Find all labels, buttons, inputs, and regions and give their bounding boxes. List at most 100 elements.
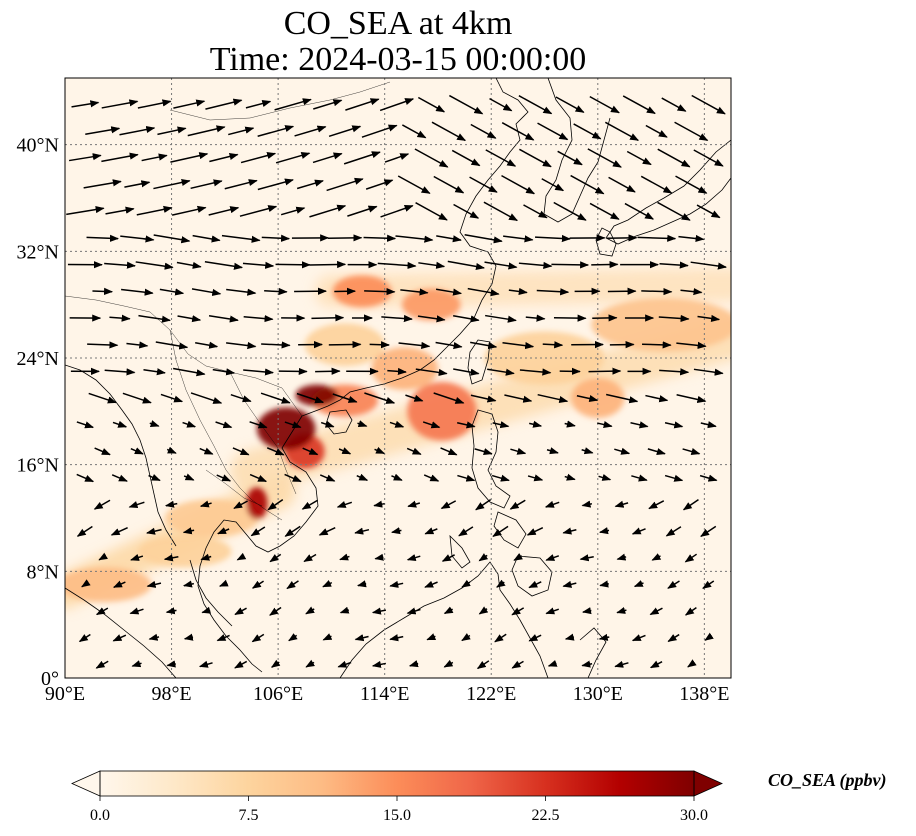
wind-arrow [657, 201, 691, 221]
wind-arrow [270, 659, 281, 668]
wind-arrow [232, 447, 250, 456]
wind-arrow [131, 660, 142, 668]
wind-arrow [518, 261, 553, 269]
wind-arrow [177, 315, 202, 323]
wind-arrow [433, 175, 465, 194]
wind-arrow [658, 314, 690, 323]
colorbar-tick-label: 30.0 [680, 807, 708, 824]
wind-arrow [122, 392, 152, 404]
wind-arrow [243, 368, 274, 376]
wind-arrow [216, 474, 232, 482]
wind-arrow [257, 125, 295, 137]
wind-arrow [159, 288, 185, 296]
wind-arrow [570, 174, 605, 195]
wind-arrow [674, 121, 709, 142]
wind-arrow [389, 580, 404, 588]
wind-arrow [702, 580, 715, 589]
wind-arrow [233, 500, 248, 510]
wind-arrow [513, 553, 523, 561]
wind-arrow [451, 149, 481, 167]
wind-arrow [95, 660, 109, 669]
wind-arrow [547, 659, 558, 667]
country-borders [65, 81, 391, 521]
wind-arrow [542, 341, 564, 349]
map-time-subtitle: Time: 2024-03-15 00:00:00 [209, 41, 587, 78]
wind-arrow [691, 94, 726, 115]
wind-arrow [128, 501, 145, 509]
wind-arrow [645, 124, 668, 138]
wind-arrow [121, 288, 154, 296]
coastlines [65, 78, 731, 678]
wind-arrow [457, 421, 476, 429]
wind-arrow [651, 553, 662, 561]
latitude-tick-label: 32°N [17, 241, 59, 263]
wind-arrow [135, 261, 174, 270]
wind-arrow [608, 176, 636, 193]
wind-arrow [182, 527, 195, 535]
wind-arrow [322, 633, 333, 641]
wind-arrow [71, 100, 100, 108]
wind-arrow [381, 314, 413, 323]
wind-arrow [443, 659, 454, 668]
wind-arrow [343, 151, 381, 165]
wind-arrow [296, 179, 324, 190]
wind-arrow [137, 99, 172, 109]
wind-arrow [190, 179, 223, 190]
wind-arrow [76, 421, 94, 429]
longitude-tick-label: 90°E [45, 683, 85, 705]
wind-arrow [328, 125, 362, 138]
wind-arrow [616, 553, 627, 561]
wind-arrow [66, 206, 105, 216]
wind-arrow [435, 341, 463, 350]
wind-arrow [200, 553, 212, 561]
wind-arrow [309, 204, 347, 218]
wind-arrow [209, 152, 239, 163]
wind-arrow [484, 261, 518, 270]
co-hotspot [407, 382, 477, 441]
wind-arrow [92, 287, 114, 295]
wind-arrow [528, 580, 542, 589]
map-panel [65, 78, 731, 678]
wind-arrow [614, 447, 631, 455]
latitude-ticks: 0° 8°N 16°N 24°N 32°N 40°N [17, 135, 59, 690]
wind-arrow [494, 633, 507, 643]
coastline-mindanao [511, 555, 553, 597]
co-band [314, 268, 731, 308]
wind-arrow [224, 179, 258, 190]
wind-arrow [345, 98, 380, 111]
colorbar: 0.0 7.5 15.0 22.5 30.0 [71, 770, 723, 824]
wind-arrow [172, 367, 206, 377]
wind-arrow [667, 580, 680, 589]
wind-arrow [551, 261, 590, 269]
wind-arrow [284, 525, 301, 537]
wind-arrow [487, 368, 515, 376]
wind-arrow [476, 660, 490, 670]
wind-arrow [475, 498, 492, 511]
wind-arrow [562, 527, 577, 535]
wind-arrow [384, 153, 410, 163]
wind-arrow [371, 660, 387, 668]
wind-arrow [581, 660, 593, 668]
wind-arrow [101, 152, 139, 163]
wind-arrow [364, 392, 396, 404]
wind-arrow [461, 579, 471, 588]
border-mongolia [169, 81, 391, 121]
wind-arrow [496, 579, 506, 588]
longitude-tick-label: 130°E [573, 683, 623, 705]
wind-arrow [166, 660, 176, 668]
wind-arrow [212, 368, 236, 376]
wind-arrow [303, 553, 317, 563]
wind-arrow [301, 499, 319, 510]
wind-arrow [665, 526, 682, 537]
longitude-tick-label: 98°E [151, 683, 191, 705]
wind-arrow [504, 394, 533, 403]
coastline-palawan [449, 534, 471, 569]
colorbar-tick-label: 15.0 [383, 807, 411, 824]
wind-arrow [339, 606, 350, 614]
wind-arrow [153, 178, 191, 190]
wind-arrow [631, 474, 648, 482]
wind-arrow [700, 421, 717, 429]
colorbar-tick-label: 22.5 [532, 807, 560, 824]
wind-arrow [264, 287, 288, 296]
wind-arrow [216, 634, 230, 642]
